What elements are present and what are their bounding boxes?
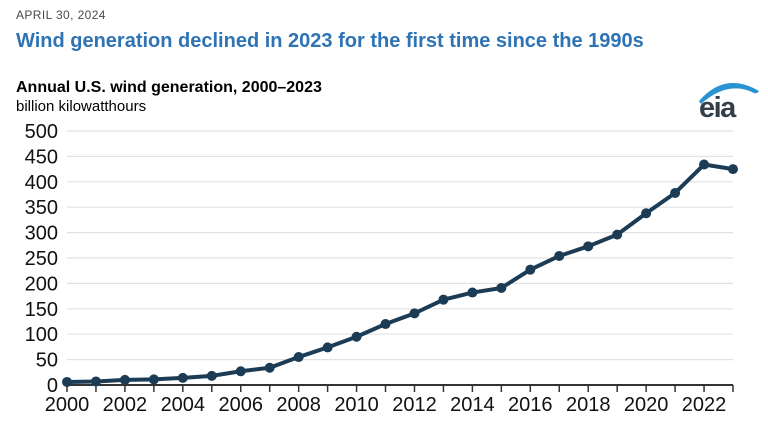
data-point (467, 287, 478, 298)
x-tick-label: 2016 (508, 394, 553, 416)
data-point (438, 294, 449, 305)
y-tick-label: 50 (36, 350, 58, 372)
data-point (322, 342, 333, 353)
data-point (525, 264, 536, 275)
data-point (409, 308, 420, 319)
y-tick-label: 0 (47, 375, 58, 397)
y-tick-label: 500 (25, 121, 58, 143)
data-point (728, 164, 738, 175)
data-point (612, 229, 623, 240)
data-point (496, 282, 507, 293)
x-tick-label: 2018 (566, 394, 611, 416)
x-tick-label: 2020 (624, 394, 669, 416)
data-point (90, 376, 101, 387)
x-tick-label: 2014 (450, 394, 495, 416)
x-tick-label: 2006 (218, 394, 263, 416)
data-point (235, 366, 246, 377)
x-tick-label: 2002 (103, 394, 148, 416)
x-tick-label: 2010 (334, 394, 379, 416)
page-title: Wind generation declined in 2023 for the… (16, 30, 644, 52)
y-tick-label: 150 (25, 299, 58, 321)
x-tick-label: 2022 (682, 394, 727, 416)
x-tick-label: 2012 (392, 394, 437, 416)
data-point (380, 319, 391, 330)
y-tick-label: 300 (25, 223, 58, 245)
data-point (264, 362, 275, 373)
data-point (641, 208, 652, 219)
logo-arc-icon (699, 83, 759, 104)
y-tick-label: 350 (25, 197, 58, 219)
x-tick-label: 2000 (45, 394, 90, 416)
data-point (119, 374, 130, 385)
data-point (351, 331, 362, 342)
y-tick-label: 250 (25, 248, 58, 270)
eia-logo: eia (699, 83, 759, 122)
data-point (554, 250, 565, 261)
x-tick-label: 2004 (161, 394, 206, 416)
wind-generation-line (65, 162, 735, 384)
wind-generation-chart: 0 50 100 150 200 250 300 350 400 450 500 2000 2002 20… (25, 121, 738, 416)
chart-title: Annual U.S. wind generation, 2000–2023 (16, 79, 322, 96)
y-tick-label: 200 (25, 273, 58, 295)
data-point (62, 376, 72, 387)
date-label: APRIL 30, 2024 (16, 8, 106, 22)
x-tick-label: 2008 (276, 394, 321, 416)
y-tick-label: 400 (25, 172, 58, 194)
y-tick-label: 100 (25, 324, 58, 346)
logo-text: eia (699, 92, 737, 122)
data-point (148, 374, 159, 385)
y-tick-label: 450 (25, 146, 58, 168)
data-point (177, 372, 188, 383)
data-point (699, 159, 710, 170)
data-point (583, 241, 594, 252)
unit-label: billion kilowatthours (16, 98, 147, 115)
data-point (293, 352, 304, 363)
data-point (670, 187, 681, 198)
data-point (206, 370, 217, 381)
